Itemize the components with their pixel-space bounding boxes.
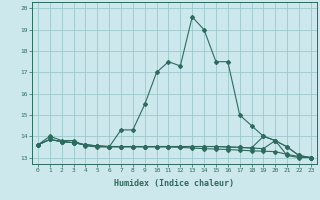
X-axis label: Humidex (Indice chaleur): Humidex (Indice chaleur) (115, 179, 234, 188)
